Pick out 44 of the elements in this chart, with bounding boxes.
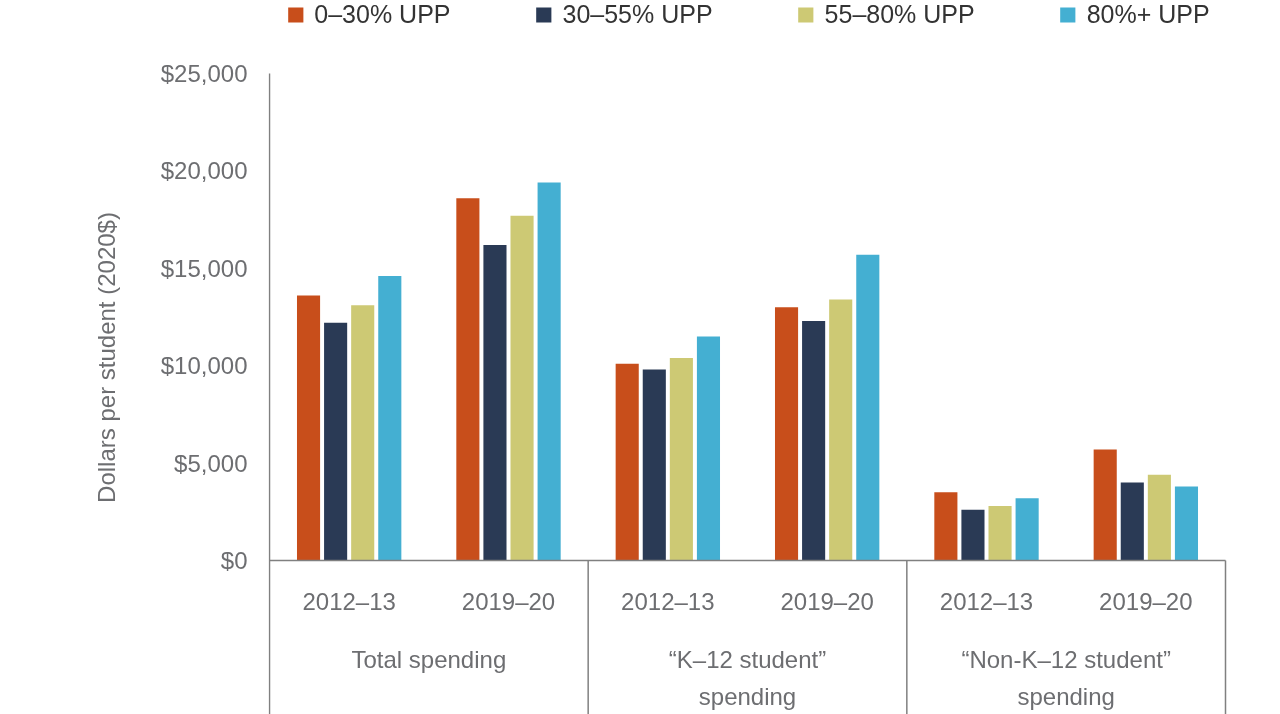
bar xyxy=(829,299,853,561)
bar xyxy=(802,320,826,561)
bar xyxy=(483,244,507,561)
bar xyxy=(456,198,480,561)
bar xyxy=(1120,482,1144,561)
y-tick-label: $10,000 xyxy=(160,352,248,380)
x-tick-label: 2012–13 xyxy=(302,588,396,615)
x-tick-label: 2012–13 xyxy=(939,588,1034,615)
x-tick-label: 2012–13 xyxy=(621,588,715,615)
y-tick-label: $15,000 xyxy=(160,254,248,282)
y-tick-label: $5,000 xyxy=(174,449,248,477)
x-tick-label: 2019–20 xyxy=(780,588,874,615)
text: “Non-K–12 student” spending xyxy=(961,645,1171,711)
bar xyxy=(669,357,693,561)
text: Total spending xyxy=(351,645,507,673)
bar xyxy=(1015,498,1039,561)
bar xyxy=(615,363,639,561)
x-tick-label: 2019–20 xyxy=(1099,588,1193,615)
bar xyxy=(324,322,348,561)
bar xyxy=(774,307,799,561)
y-axis-title: Dollars per student (2020$) xyxy=(92,212,120,503)
bar xyxy=(296,295,321,561)
y-tick-label: $20,000 xyxy=(160,157,248,185)
y-tick-label: $25,000 xyxy=(160,60,248,87)
legend-label: 0–30% UPP xyxy=(314,0,451,29)
bar xyxy=(934,492,958,561)
bar xyxy=(988,505,1012,561)
bar xyxy=(856,254,880,561)
bar xyxy=(1174,486,1199,561)
legend-label: 30–55% UPP xyxy=(562,0,713,29)
bar xyxy=(961,509,985,561)
bar xyxy=(696,336,721,561)
text: “K–12 student” spending xyxy=(668,645,827,711)
bar xyxy=(510,215,534,561)
y-tick-label: $0 xyxy=(220,547,248,574)
bar xyxy=(1093,449,1117,561)
bar xyxy=(642,369,666,561)
legend-label: 55–80% UPP xyxy=(824,0,975,29)
bar xyxy=(537,182,561,561)
bar xyxy=(351,305,375,561)
bar xyxy=(1147,474,1171,561)
legend-label: 80%+ UPP xyxy=(1086,0,1210,29)
bar xyxy=(378,276,402,561)
x-tick-label: 2019–20 xyxy=(461,588,556,615)
